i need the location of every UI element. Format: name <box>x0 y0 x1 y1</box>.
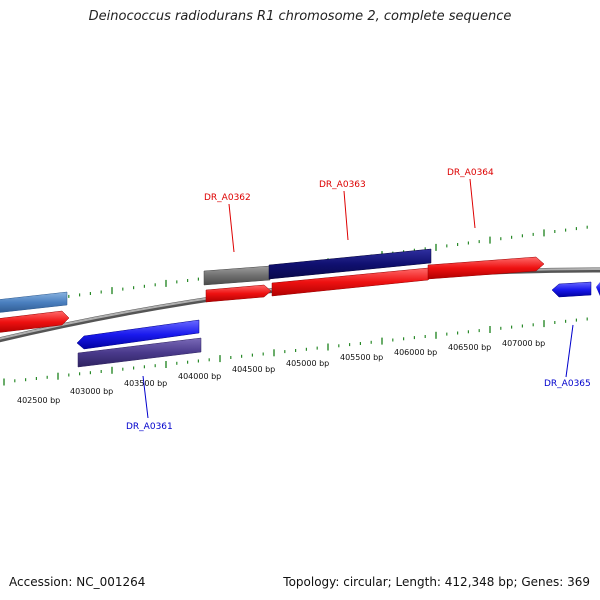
leader-dr-a0364 <box>469 178 476 229</box>
ruler-label: 406500 bp <box>448 343 491 352</box>
leader-dr-a0365 <box>565 324 574 378</box>
feature-navy-dr-a0363[interactable] <box>268 248 432 280</box>
ruler-label: 402500 bp <box>17 396 60 405</box>
ruler-label: 403000 bp <box>70 387 113 396</box>
gene-label-dr-a0364[interactable]: DR_A0364 <box>447 168 494 178</box>
topology-summary-text: Topology: circular; Length: 412,348 bp; … <box>283 575 590 589</box>
leader-dr-a0363 <box>343 190 349 241</box>
gene-label-dr-a0363[interactable]: DR_A0363 <box>319 180 366 190</box>
gene-label-dr-a0365[interactable]: DR_A0365 <box>544 379 591 389</box>
feature-light-blue-left[interactable] <box>0 291 68 313</box>
feature-purple-dr-a0361[interactable] <box>77 337 202 368</box>
gene-arrow-dr-a0364[interactable] <box>427 256 545 280</box>
map-title: Deinococcus radiodurans R1 chromosome 2,… <box>88 9 512 24</box>
feature-grey-dr-a0362[interactable] <box>203 265 271 286</box>
ruler-label: 405000 bp <box>286 359 329 368</box>
inner-tick-marks <box>3 317 588 386</box>
gene-arrow-dr-a0361[interactable] <box>76 319 200 350</box>
gene-arrow-left-red[interactable] <box>0 310 70 333</box>
ruler-label: 404500 bp <box>232 365 275 374</box>
gene-arrow-dr-a0365[interactable] <box>551 281 600 298</box>
gene-label-dr-a0361[interactable]: DR_A0361 <box>126 422 173 432</box>
gene-arrow-dr-a0362[interactable] <box>205 284 272 303</box>
ruler-label: 403500 bp <box>124 379 167 388</box>
leader-dr-a0361 <box>142 375 149 419</box>
ruler-label: 405500 bp <box>340 353 383 362</box>
gene-label-dr-a0362[interactable]: DR_A0362 <box>204 193 251 203</box>
accession-text: Accession: NC_001264 <box>9 575 146 589</box>
chromosome-backbone-highlight <box>0 267 600 340</box>
ruler-label: 406000 bp <box>394 348 437 357</box>
ruler-label: 407000 bp <box>502 339 545 348</box>
ruler-label: 404000 bp <box>178 372 221 381</box>
leader-dr-a0362 <box>228 203 235 253</box>
